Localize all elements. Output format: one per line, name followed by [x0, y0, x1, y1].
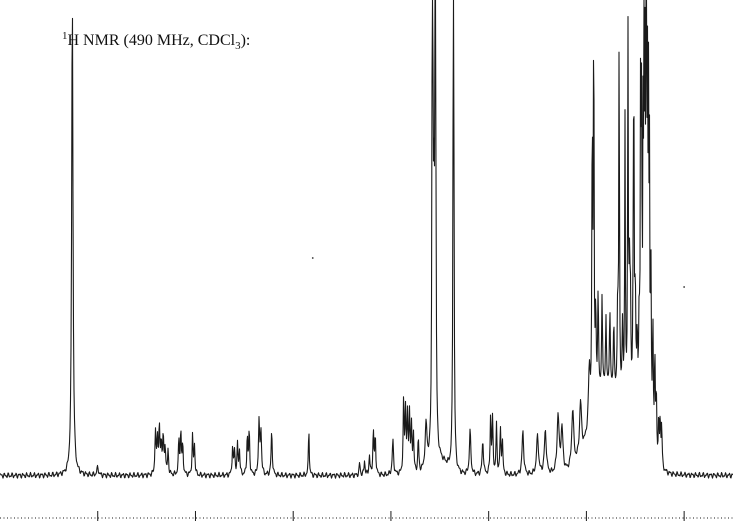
chart-title: 1H NMR (490 MHz, CDCl3): — [62, 30, 250, 52]
x-axis — [0, 511, 733, 521]
noise-speck — [683, 286, 686, 288]
noise-speck — [311, 257, 314, 259]
noise-specks — [311, 257, 686, 288]
title-end: ): — [241, 32, 251, 49]
title-subscript: 3 — [235, 40, 241, 52]
title-superscript: 1 — [62, 30, 68, 42]
title-main: H NMR (490 MHz, CDCl — [68, 32, 236, 49]
spectrum-trace — [0, 0, 733, 479]
